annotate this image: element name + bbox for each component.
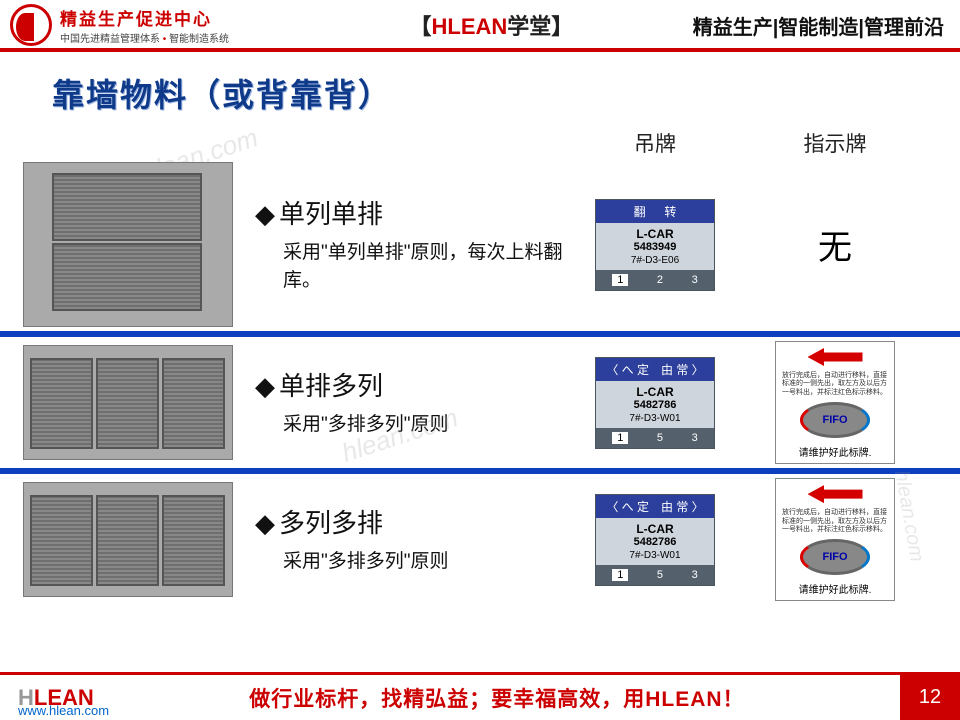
sign-card: 放行完成后，自动进行移料，直接标准的一侧先出，取左方及以后方一号料出，并标注红色…	[775, 341, 895, 464]
sign-bottom: 请维护好此标牌.	[780, 578, 890, 596]
sign-note: 放行完成后，自动进行移料，直接标准的一侧先出，取左方及以后方一号料出，并标注红色…	[780, 370, 890, 399]
arrow-icon	[808, 348, 863, 366]
content-row: 多列多排采用"多排多列"原则〈 へ 定 由 常 〉L-CAR54827867#-…	[0, 478, 960, 601]
footer-page: 12	[900, 675, 960, 720]
container-photo	[23, 162, 233, 327]
photo-col	[10, 345, 245, 460]
arrow-icon	[808, 485, 863, 503]
sign-col: 无	[745, 220, 925, 269]
logo-block: 精益生产促进中心 中国先进精益管理体系 • 智能制造系统	[10, 4, 290, 46]
text-col: 单排多列采用"多排多列"原则	[245, 366, 565, 440]
tag-card: 〈 へ 定 由 常 〉L-CAR54827867#-D3-W01153	[595, 357, 715, 449]
column-headers: 吊牌 指示牌	[0, 124, 960, 162]
text-col: 多列多排采用"多排多列"原则	[245, 503, 565, 577]
tag-col: 〈 へ 定 由 常 〉L-CAR54827867#-D3-W01153	[565, 357, 745, 449]
sign-col: 放行完成后，自动进行移料，直接标准的一侧先出，取左方及以后方一号料出，并标注红色…	[745, 341, 925, 464]
sign-card: 放行完成后，自动进行移料，直接标准的一侧先出，取左方及以后方一号料出，并标注红色…	[775, 478, 895, 601]
tag-col: 〈 へ 定 由 常 〉L-CAR54827867#-D3-W01153	[565, 494, 745, 586]
separator	[0, 468, 960, 474]
sign-col: 放行完成后，自动进行移料，直接标准的一侧先出，取左方及以后方一号料出，并标注红色…	[745, 478, 925, 601]
no-sign-text: 无	[745, 220, 925, 269]
content-row: 单列单排采用"单列单排"原则，每次上料翻库。翻 转L-CAR54839497#-…	[0, 162, 960, 327]
tag-card: 〈 へ 定 由 常 〉L-CAR54827867#-D3-W01153	[595, 494, 715, 586]
photo-col	[10, 162, 245, 327]
footer: HLEAN www.hlean.com 做行业标杆，找精弘益；要幸福高效，用HL…	[0, 672, 960, 720]
footer-url[interactable]: www.hlean.com	[18, 703, 109, 718]
separator	[0, 331, 960, 337]
fifo-icon: FIFO	[800, 402, 870, 438]
fifo-icon: FIFO	[800, 539, 870, 575]
header: 精益生产促进中心 中国先进精益管理体系 • 智能制造系统 【HLEAN学堂】 精…	[0, 0, 960, 52]
row-desc: 采用"多排多列"原则	[255, 548, 565, 577]
photo-col	[10, 482, 245, 597]
tag-col: 翻 转L-CAR54839497#-D3-E06123	[565, 199, 745, 291]
col-header-sign: 指示牌	[745, 124, 925, 162]
row-heading: 单排多列	[255, 366, 565, 403]
container-photo	[23, 482, 233, 597]
logo-subtitle: 中国先进精益管理体系 • 智能制造系统	[60, 30, 229, 45]
row-desc: 采用"多排多列"原则	[255, 411, 565, 440]
text-col: 单列单排采用"单列单排"原则，每次上料翻库。	[245, 194, 565, 296]
logo-title: 精益生产促进中心	[60, 5, 229, 30]
sign-bottom: 请维护好此标牌.	[780, 441, 890, 459]
header-center: 【HLEAN学堂】	[290, 9, 693, 41]
footer-text: 做行业标杆，找精弘益；要幸福高效，用HLEAN！	[94, 683, 900, 713]
content-row: 单排多列采用"多排多列"原则〈 へ 定 由 常 〉L-CAR54827867#-…	[0, 341, 960, 464]
sign-note: 放行完成后，自动进行移料，直接标准的一侧先出，取左方及以后方一号料出，并标注红色…	[780, 507, 890, 536]
tag-card: 翻 转L-CAR54839497#-D3-E06123	[595, 199, 715, 291]
header-right: 精益生产|智能制造|管理前沿	[693, 11, 950, 40]
col-header-tag: 吊牌	[565, 124, 745, 162]
row-desc: 采用"单列单排"原则，每次上料翻库。	[255, 239, 565, 296]
logo-icon	[10, 4, 52, 46]
page-title: 靠墙物料（或背靠背）	[0, 52, 960, 124]
row-heading: 单列单排	[255, 194, 565, 231]
container-photo	[23, 345, 233, 460]
row-heading: 多列多排	[255, 503, 565, 540]
